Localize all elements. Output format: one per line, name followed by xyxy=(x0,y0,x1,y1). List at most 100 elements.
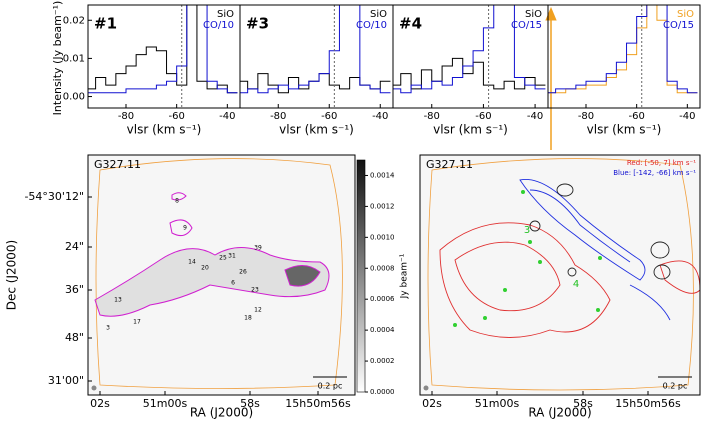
map-title: G327.11 xyxy=(94,158,141,171)
beam xyxy=(91,385,97,391)
x-tick-label: -40 xyxy=(219,111,235,122)
x-tick-label: 02s xyxy=(422,397,442,410)
x-tick-label: 51m00s xyxy=(475,397,520,410)
x-tick-label: -60 xyxy=(321,111,337,122)
map-frame xyxy=(419,154,701,396)
source-label: 25 xyxy=(219,255,227,262)
spectrum-line xyxy=(393,5,546,94)
x-tick-label: 58s xyxy=(240,397,260,410)
x-axis-label: RA (J2000) xyxy=(528,406,591,420)
legend-entry: CO/10 xyxy=(356,20,387,31)
x-axis-label: vlsr (km s⁻¹) xyxy=(127,123,202,137)
spectrum-line xyxy=(548,5,698,94)
spectrum-plot xyxy=(240,5,391,94)
plot-frame xyxy=(547,4,701,109)
x-tick-label: 51m00s xyxy=(143,397,188,410)
map-frame xyxy=(87,154,356,396)
colorbar xyxy=(356,159,366,393)
contours-left xyxy=(94,192,330,317)
legend-entry: CO/10 xyxy=(203,20,234,31)
spectrum-line xyxy=(240,73,391,94)
spectrum-plot xyxy=(393,5,546,94)
source-label: 12 xyxy=(254,307,262,314)
x-tick-label: 02s xyxy=(90,397,110,410)
spectrum-line xyxy=(393,57,546,90)
x-tick-label: -40 xyxy=(372,111,388,122)
source-label: 13 xyxy=(114,297,122,304)
colorbar-tick-label: 0.0006 xyxy=(370,295,395,303)
source-label: 3 xyxy=(524,225,530,236)
y-tick-label: 0.02 xyxy=(63,15,85,26)
spectrum-line xyxy=(88,5,238,94)
source-label: 4 xyxy=(573,279,579,290)
x-axis-label: vlsr (km s⁻¹) xyxy=(433,123,508,137)
x-tick-label: -60 xyxy=(628,111,644,122)
y-tick-label: 36" xyxy=(65,283,84,296)
map-title: G327.11 xyxy=(426,158,473,171)
legend-entry: CO/15 xyxy=(511,20,542,31)
source-label: 14 xyxy=(188,259,196,266)
colorbar-tick-label: 0.0002 xyxy=(370,357,395,365)
source-label: 20 xyxy=(201,265,209,272)
legend-entry: SiO xyxy=(525,9,542,20)
legend-entry: SiO xyxy=(217,9,234,20)
y-axis-label: Intensity (Jy beam⁻¹) xyxy=(51,1,64,116)
spectrum-plot xyxy=(88,5,238,94)
source-label: 6 xyxy=(231,280,235,287)
x-tick-label: -80 xyxy=(578,111,594,122)
colorbar-tick-label: 0.0004 xyxy=(370,326,395,334)
x-axis-label: vlsr (km s⁻¹) xyxy=(587,123,662,137)
y-axis-label: Dec (J2000) xyxy=(5,240,19,310)
source-label: 9 xyxy=(183,225,187,232)
colorbar-tick-label: 0.0000 xyxy=(370,388,395,396)
spectrum-line xyxy=(240,5,391,94)
source-label: 26 xyxy=(239,269,247,276)
source-label: 8 xyxy=(175,198,179,205)
source-label: 18 xyxy=(244,315,252,322)
panel-label: #4 xyxy=(399,15,422,33)
beam xyxy=(423,385,429,391)
source-label: 23 xyxy=(251,287,259,294)
x-tick-label: -80 xyxy=(118,111,134,122)
legend-entry: Blue: [-142, -66] km s⁻¹ xyxy=(613,169,696,177)
x-tick-label: -80 xyxy=(270,111,286,122)
spectrum-plot xyxy=(548,5,698,94)
scale-bar-label: 0.2 pc xyxy=(663,382,688,391)
x-tick-label: -40 xyxy=(527,111,543,122)
x-tick-label: -60 xyxy=(475,111,491,122)
legend-entry: SiO xyxy=(370,9,387,20)
x-tick-label: 15h50m56s xyxy=(285,397,351,410)
x-tick-label: 58s xyxy=(573,397,593,410)
source-label: 39 xyxy=(254,245,262,252)
legend-entry: CO/15 xyxy=(663,20,694,31)
colorbar-label: Jy beam⁻¹ xyxy=(400,253,410,299)
x-tick-label: 15h50m56s xyxy=(615,397,681,410)
y-tick-label: 48" xyxy=(65,331,84,344)
source-label: 31 xyxy=(228,253,236,260)
y-tick-label: 31'00" xyxy=(48,374,84,387)
source-label: 17 xyxy=(133,319,141,326)
spectrum-line xyxy=(548,5,698,94)
y-tick-label: -54°30'12" xyxy=(24,190,84,203)
x-tick-label: -40 xyxy=(679,111,695,122)
x-tick-label: -80 xyxy=(424,111,440,122)
colorbar-tick-label: 0.0008 xyxy=(370,264,395,272)
y-tick-label: 0.01 xyxy=(63,53,85,64)
y-tick-label: 0.00 xyxy=(63,92,85,103)
panel-label: #3 xyxy=(246,15,269,33)
scale-bar-label: 0.2 pc xyxy=(318,382,343,391)
colorbar-tick-label: 0.0014 xyxy=(370,171,395,179)
panel-label: #1 xyxy=(94,15,117,33)
y-tick-label: 24" xyxy=(65,240,84,253)
legend-entry: SiO xyxy=(677,9,694,20)
colorbar-tick-label: 0.0010 xyxy=(370,233,395,241)
x-axis-label: vlsr (km s⁻¹) xyxy=(279,123,354,137)
x-tick-label: -60 xyxy=(168,111,184,122)
spectrum-line xyxy=(88,5,238,94)
legend-entry: Red: [-50, 7] km s⁻¹ xyxy=(627,159,696,167)
source-label: 3 xyxy=(106,325,110,332)
green-dots xyxy=(453,190,602,327)
colorbar-tick-label: 0.0012 xyxy=(370,202,395,210)
x-axis-label: RA (J2000) xyxy=(190,406,253,420)
